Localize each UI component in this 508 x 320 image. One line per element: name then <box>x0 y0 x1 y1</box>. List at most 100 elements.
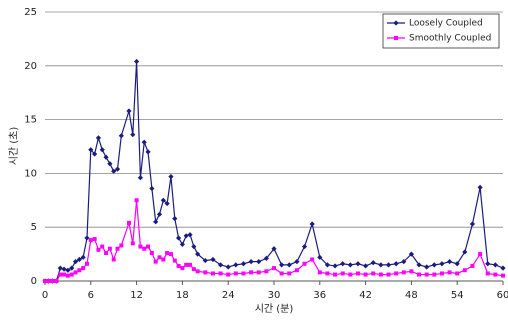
marker <box>183 233 189 239</box>
marker <box>294 259 300 265</box>
marker <box>99 147 105 153</box>
marker <box>493 272 498 277</box>
marker <box>401 259 407 265</box>
marker <box>164 200 170 207</box>
legend-box <box>382 13 500 49</box>
marker <box>202 257 208 264</box>
marker <box>279 271 284 276</box>
marker <box>363 263 369 269</box>
marker <box>363 272 368 277</box>
marker <box>149 185 155 192</box>
marker <box>73 270 78 275</box>
marker <box>310 257 315 262</box>
marker <box>65 273 70 278</box>
marker <box>286 262 292 268</box>
marker <box>233 271 238 276</box>
marker <box>385 262 392 268</box>
marker <box>249 270 254 275</box>
marker <box>256 270 261 275</box>
marker <box>179 241 185 248</box>
marker <box>103 154 109 160</box>
marker <box>69 272 74 277</box>
marker <box>84 261 89 266</box>
marker <box>100 244 105 249</box>
marker <box>272 266 276 271</box>
marker <box>187 232 193 238</box>
marker <box>141 139 147 145</box>
marker <box>165 251 170 256</box>
marker <box>217 262 224 268</box>
marker <box>317 270 322 275</box>
marker <box>378 272 383 277</box>
marker <box>160 197 166 203</box>
marker <box>432 272 437 277</box>
marker <box>324 262 331 268</box>
marker <box>394 271 399 276</box>
marker <box>455 271 460 276</box>
y-tick-label: 25 <box>24 7 37 18</box>
marker <box>137 175 144 181</box>
y-tick-label: 10 <box>24 168 37 179</box>
marker <box>287 271 292 276</box>
marker <box>439 261 445 267</box>
marker <box>417 272 422 277</box>
marker <box>195 251 201 257</box>
marker <box>43 279 47 283</box>
marker <box>469 221 476 227</box>
marker <box>54 279 59 283</box>
marker <box>107 246 112 251</box>
marker <box>149 251 154 256</box>
marker <box>50 279 55 283</box>
x-tick-label: 36 <box>313 290 326 301</box>
marker <box>145 149 151 155</box>
marker <box>157 255 162 260</box>
marker <box>408 251 414 257</box>
x-tick-label: 12 <box>130 290 143 301</box>
marker <box>176 263 181 268</box>
marker <box>309 221 315 227</box>
marker <box>88 238 93 243</box>
y-tick-label: 15 <box>24 115 37 126</box>
x-tick-label: 0 <box>42 290 48 301</box>
marker <box>462 249 468 255</box>
marker <box>317 254 323 260</box>
marker <box>332 263 338 269</box>
marker <box>431 262 437 268</box>
marker <box>447 270 452 275</box>
marker <box>168 174 174 180</box>
marker <box>81 266 86 271</box>
marker <box>302 261 307 266</box>
marker <box>180 266 185 271</box>
x-tick-label: 18 <box>176 290 189 301</box>
marker <box>301 243 308 250</box>
marker <box>184 262 189 267</box>
y-tick-label: 5 <box>31 222 37 233</box>
marker <box>294 268 299 273</box>
marker <box>153 259 158 264</box>
x-tick-label: 54 <box>451 290 464 301</box>
marker <box>240 261 247 267</box>
marker <box>57 265 63 271</box>
marker <box>156 211 163 217</box>
marker <box>470 263 475 268</box>
marker <box>161 257 166 262</box>
x-tick-label: 60 <box>497 290 508 301</box>
marker <box>130 132 136 138</box>
marker <box>84 235 90 241</box>
marker <box>130 241 135 246</box>
marker <box>138 244 143 249</box>
marker <box>371 271 376 276</box>
marker <box>76 256 82 263</box>
marker <box>95 135 102 141</box>
marker <box>340 271 345 276</box>
marker <box>80 254 86 260</box>
marker <box>347 262 353 268</box>
marker <box>92 237 97 242</box>
marker <box>340 261 346 267</box>
marker <box>485 271 490 276</box>
marker <box>188 262 193 267</box>
marker <box>256 259 262 265</box>
legend-marker <box>393 20 399 26</box>
marker <box>325 271 330 276</box>
marker <box>92 151 98 157</box>
